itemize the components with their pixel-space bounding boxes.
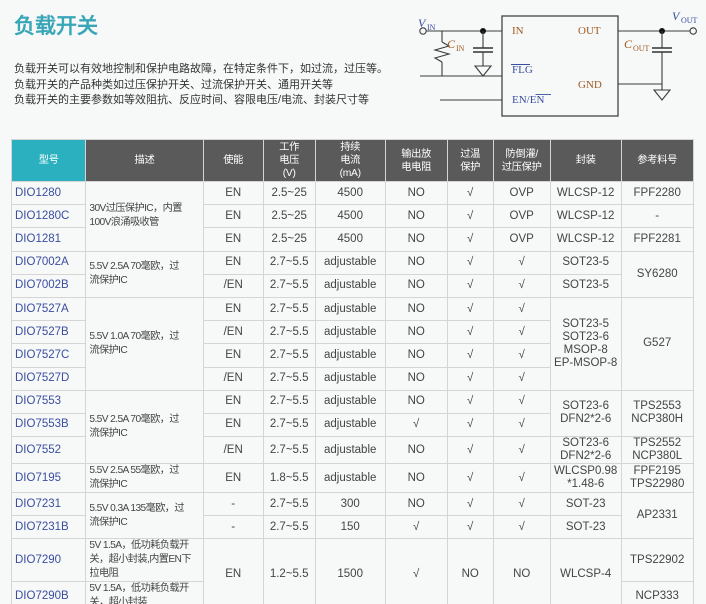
svg-text:OUT: OUT xyxy=(633,44,650,53)
svg-text:FLG: FLG xyxy=(512,64,533,76)
svg-text:V: V xyxy=(672,9,681,23)
svg-text:OUT: OUT xyxy=(681,16,698,25)
svg-text:OUT: OUT xyxy=(578,25,601,37)
svg-text:IN: IN xyxy=(512,25,524,37)
svg-text:EN/EN: EN/EN xyxy=(512,94,544,106)
svg-text:C: C xyxy=(447,37,456,51)
svg-text:V: V xyxy=(418,16,427,30)
svg-text:IN: IN xyxy=(427,23,436,32)
svg-text:IN: IN xyxy=(456,44,465,53)
svg-text:GND: GND xyxy=(578,79,602,91)
svg-text:C: C xyxy=(624,37,633,51)
